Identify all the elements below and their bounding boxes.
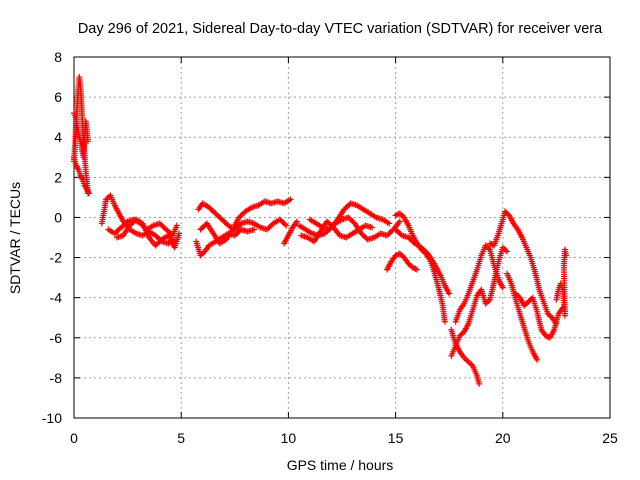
data-point [74, 164, 81, 171]
series-sat-e [105, 216, 180, 239]
y-tick-label: -4 [50, 290, 63, 306]
y-tick-label: -10 [42, 410, 62, 426]
data-point [86, 190, 93, 197]
y-tick-labels: -10 -8 -6 -4 -2 0 2 4 6 8 [42, 49, 62, 426]
series-sat-v [512, 290, 566, 341]
series-sat-i [197, 196, 294, 247]
data-point [283, 222, 290, 229]
x-tick-labels: 0 5 10 15 20 25 [70, 430, 618, 446]
series-sat-g [193, 226, 258, 259]
x-tick-label: 10 [281, 430, 297, 446]
data-point [504, 248, 511, 255]
y-tick-label: 8 [54, 49, 62, 65]
y-tick-label: -6 [50, 330, 63, 346]
series-sat-w [553, 246, 570, 319]
axis-ticks [73, 56, 611, 419]
data-point [534, 356, 541, 363]
data-point [386, 220, 393, 227]
series-sat-q [448, 326, 483, 387]
data-point [396, 218, 403, 225]
series-sat-b [71, 110, 91, 161]
x-tick-label: 5 [177, 430, 185, 446]
series-sat-m [306, 214, 403, 243]
y-tick-label: 2 [54, 169, 62, 185]
data-point [281, 221, 288, 228]
x-axis-label: GPS time / hours [287, 457, 394, 473]
data-point [476, 380, 483, 387]
series-sat-t [486, 208, 560, 327]
series-sat-j [281, 218, 300, 247]
y-axis-label: SDTVAR / TECUs [7, 182, 23, 294]
data-point [85, 189, 92, 196]
data-point [78, 175, 85, 182]
data-point [287, 196, 294, 203]
data-point [251, 226, 258, 233]
y-tick-label: -2 [50, 250, 63, 266]
x-tick-label: 25 [602, 430, 618, 446]
series-sat-c [71, 154, 93, 197]
x-tick-label: 15 [388, 430, 404, 446]
y-tick-label: -8 [50, 370, 63, 386]
series-sat-o [384, 250, 421, 273]
data-point [414, 266, 421, 273]
series-sat-p [392, 226, 453, 297]
series-sat-f [113, 216, 183, 251]
chart-title: Day 296 of 2021, Sidereal Day-to-day VTE… [78, 21, 603, 37]
series-sat-n [392, 210, 448, 325]
y-tick-label: 6 [54, 89, 62, 105]
data-point [293, 218, 300, 225]
x-tick-label: 20 [495, 430, 511, 446]
data-point [369, 224, 376, 231]
data-point [563, 252, 570, 259]
series-sat-s [448, 244, 511, 359]
plot-frame [73, 56, 611, 419]
y-tick-label: 4 [54, 129, 62, 145]
data-point [446, 290, 453, 297]
data-point [173, 222, 180, 229]
series-sat-r [452, 242, 506, 325]
data-point [84, 138, 91, 145]
data-marks [71, 74, 570, 387]
data-point [499, 284, 506, 291]
data-point [176, 230, 183, 237]
x-tick-label: 0 [70, 430, 78, 446]
data-point [441, 318, 448, 325]
series-sat-u [504, 270, 541, 363]
y-tick-label: 0 [54, 209, 62, 225]
